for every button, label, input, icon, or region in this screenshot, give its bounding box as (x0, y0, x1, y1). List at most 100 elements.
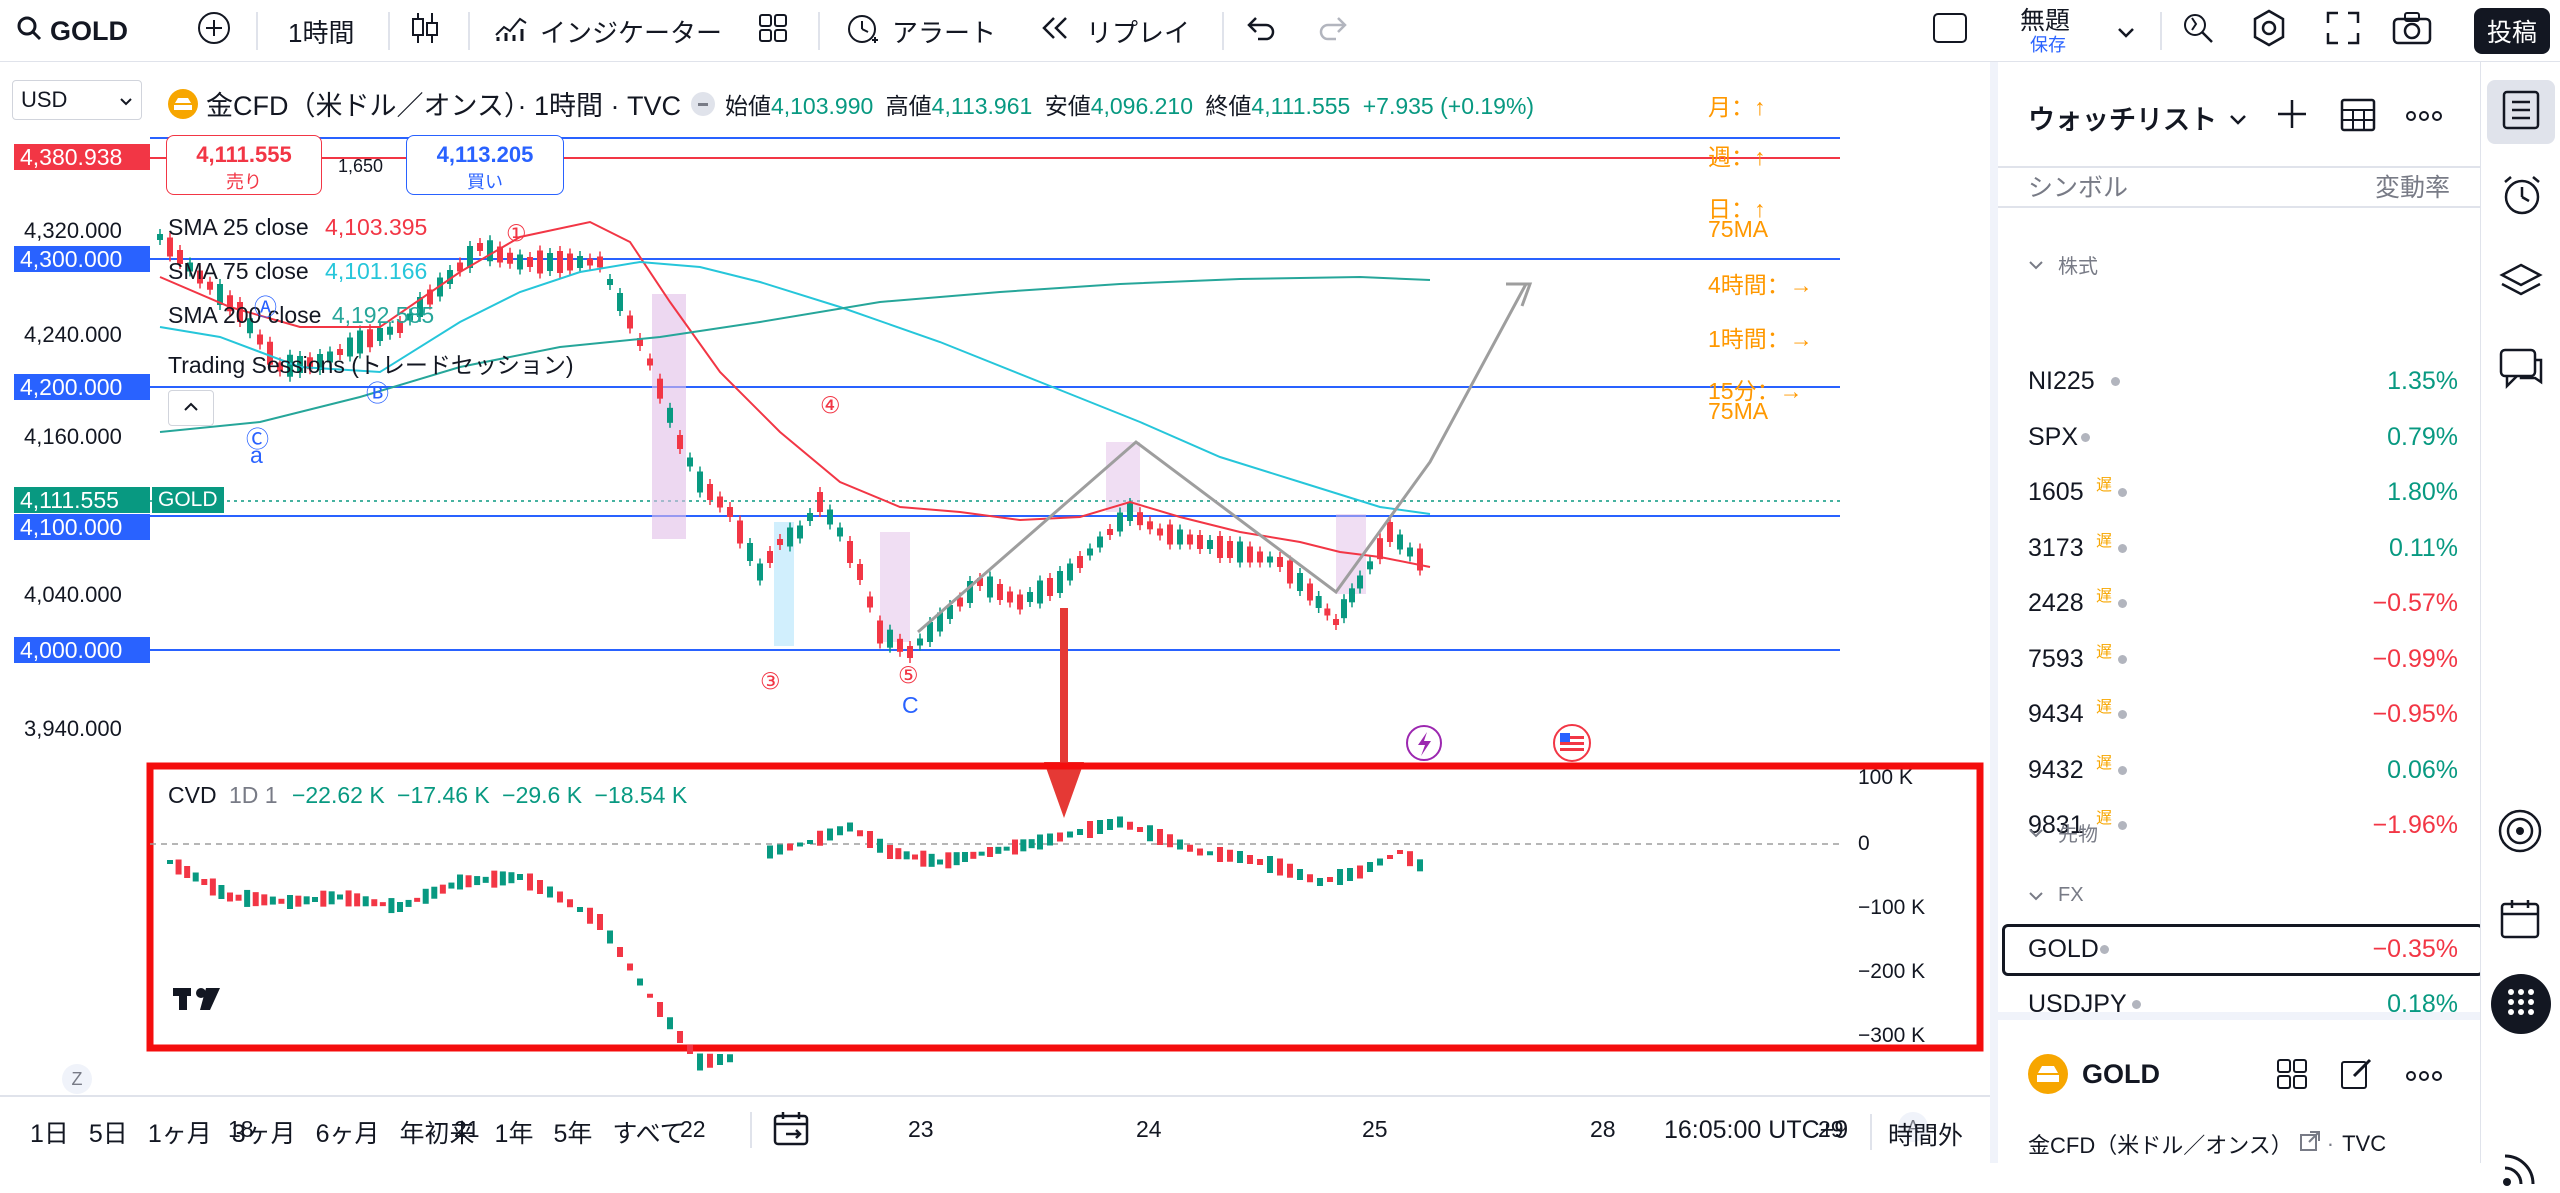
currency-select[interactable]: USD (12, 80, 142, 120)
range-1m[interactable]: 1ヶ月 (147, 1120, 212, 1148)
stream-button[interactable] (2501, 1148, 2541, 1193)
watchlist-row-gold[interactable]: GOLD −0.35% (1998, 922, 2488, 977)
chart-pane[interactable]: USD 金CFD（米ドル／オンス）· 1時間 · TVC 始値4,103.990… (0, 62, 1990, 1163)
price-badge-4380[interactable]: 4,380.938 (14, 144, 150, 170)
sma25-legend[interactable]: SMA 25 close 4,103.395 (168, 214, 427, 241)
watchlist-row-7593[interactable]: 7593 遅 −0.99% (1998, 632, 2488, 687)
price-badge-last[interactable]: 4,111.555 (14, 487, 150, 513)
range-3m[interactable]: 3ヶ月 (231, 1120, 296, 1148)
snapshot-button[interactable] (2392, 0, 2432, 62)
redo-button[interactable] (1318, 0, 1348, 62)
object-tree-button[interactable] (2499, 262, 2543, 307)
detail-more-button[interactable] (2406, 1068, 2442, 1086)
sma75-legend[interactable]: SMA 75 close 4,101.166 (168, 258, 427, 285)
sell-button[interactable]: 4,111.555 売り (166, 135, 322, 195)
chat-button[interactable] (2499, 348, 2543, 395)
symbol-search-button[interactable]: GOLD (16, 0, 128, 62)
wave-label-3[interactable]: ③ (760, 668, 781, 694)
settings-button[interactable] (2250, 0, 2288, 62)
signals-button[interactable] (2497, 808, 2543, 859)
replay-button[interactable]: リプレイ (1040, 0, 1190, 62)
range-1d[interactable]: 1日 (30, 1120, 69, 1148)
watchlist-tab-button[interactable] (2487, 80, 2555, 144)
watchlist-row-9432[interactable]: 9432 遅 0.06% (1998, 743, 2488, 798)
buy-button[interactable]: 4,113.205 買い (406, 135, 564, 195)
watchlist-row-3173[interactable]: 3173 遅 0.11% (1998, 521, 2488, 576)
wave-label-c[interactable]: Ⓒ (246, 426, 269, 452)
sma200-legend[interactable]: SMA 200 close 4,192.585 (168, 302, 434, 329)
sessions-legend[interactable]: Trading Sessions (トレードセッション) (168, 352, 574, 378)
range-6m[interactable]: 6ヶ月 (315, 1120, 380, 1148)
detail-grid-button[interactable] (2276, 1058, 2308, 1095)
col-change-header[interactable]: 変動率 (2374, 174, 2450, 202)
apps-button[interactable] (2491, 974, 2551, 1034)
watchlist-row-ni225[interactable]: NI225 1.35% (1998, 354, 2488, 409)
note-day-ma[interactable]: 75MA (1708, 216, 1769, 242)
symbol-legend[interactable]: 金CFD（米ドル／オンス）· 1時間 · TVC 始値4,103.990 高値4… (168, 84, 1534, 123)
wave-label-4[interactable]: ④ (820, 392, 841, 418)
compare-button[interactable] (196, 0, 232, 62)
price-badge-4100[interactable]: 4,100.000 (14, 514, 150, 540)
range-5y[interactable]: 5年 (553, 1120, 593, 1148)
watchlist-more-button[interactable] (2406, 108, 2442, 126)
wave-label-5[interactable]: ⑤ (898, 662, 919, 688)
watchlist-row-9434[interactable]: 9434 遅 −0.95% (1998, 687, 2488, 742)
interval-button[interactable]: 1時間 (288, 17, 355, 48)
watchlist-title-button[interactable]: ウォッチリスト (2028, 98, 2247, 137)
section-fx[interactable]: FX (2028, 884, 2084, 907)
clock-time[interactable]: 16:05:00 UTC+9 (1664, 1116, 1849, 1144)
cvd-legend[interactable]: CVD 1D 1 −22.62 K −17.46 K −29.6 K −18.5… (168, 782, 687, 809)
publish-button[interactable]: 投稿 (2474, 8, 2550, 54)
watchlist-row-usdjpy[interactable]: USDJPY 0.18% (1998, 977, 2488, 1032)
detail-edit-button[interactable] (2340, 1056, 2374, 1095)
note-day[interactable]: 日：↑ (1708, 196, 1766, 222)
price-badge-4000[interactable]: 4,000.000 (14, 637, 150, 663)
layout-name-button[interactable]: 無題 保存 (2020, 0, 2070, 62)
collapse-legend-button[interactable] (168, 390, 214, 426)
session-status[interactable]: 時間外 (1888, 1122, 1964, 1150)
section-futures[interactable]: 先物 (2028, 818, 2098, 847)
watchlist-row-2428[interactable]: 2428 遅 −0.57% (1998, 576, 2488, 631)
detail-symbol[interactable]: GOLD (2028, 1054, 2160, 1094)
watchlist-row-1605[interactable]: 1605 遅 1.80% (1998, 465, 2488, 520)
calendar-button[interactable] (2499, 898, 2541, 945)
alerts-tab-button[interactable] (2501, 174, 2543, 221)
layout-menu-chevron[interactable] (2116, 0, 2136, 62)
zoom-button[interactable]: Z (62, 1064, 92, 1094)
note-1h[interactable]: 1時間：→ (1708, 326, 1813, 352)
legend-collapse-dot[interactable] (690, 91, 715, 116)
sma75-line[interactable] (159, 260, 1431, 515)
price-badge-4300[interactable]: 4,300.000 (14, 246, 150, 272)
range-5d[interactable]: 5日 (88, 1120, 128, 1148)
note-week[interactable]: 週：↑ (1708, 144, 1766, 170)
range-all[interactable]: すべて (612, 1120, 685, 1148)
fullscreen-button[interactable] (2326, 0, 2360, 62)
external-link-icon[interactable] (2299, 1130, 2321, 1158)
advanced-view-button[interactable] (2340, 98, 2376, 137)
layout-toggle-button[interactable] (1932, 0, 1968, 62)
quick-search-button[interactable] (2180, 0, 2216, 62)
auto-scale-button[interactable]: A (1898, 1112, 1928, 1142)
goto-date-button[interactable] (772, 1110, 812, 1153)
alert-button[interactable]: アラート (844, 0, 996, 62)
wave-label-a[interactable]: a (250, 442, 263, 468)
pattern-drawing[interactable] (917, 283, 1528, 634)
templates-button[interactable] (758, 0, 788, 62)
range-1y[interactable]: 1年 (494, 1120, 534, 1148)
wave-label-A[interactable]: Ⓐ (254, 294, 277, 320)
section-stocks[interactable]: 株式 (2028, 250, 2098, 279)
price-badge-4200[interactable]: 4,200.000 (14, 374, 150, 400)
undo-button[interactable] (1246, 0, 1276, 62)
note-4h[interactable]: 4時間：→ (1708, 272, 1813, 298)
col-symbol-header[interactable]: シンボル (2028, 174, 2129, 202)
indicators-button[interactable]: インジケーター (494, 0, 722, 62)
add-symbol-button[interactable] (2276, 98, 2308, 135)
wave-label-1[interactable]: ① (506, 220, 527, 246)
wave-label-B[interactable]: Ⓑ (366, 380, 389, 406)
chart-type-button[interactable] (410, 0, 440, 62)
wave-label-C[interactable]: C (902, 692, 919, 718)
note-15m[interactable]: 15分：→ (1708, 378, 1803, 404)
note-15m-ma[interactable]: 75MA (1708, 398, 1769, 424)
watchlist-row-spx[interactable]: SPX 0.79% (1998, 410, 2488, 465)
note-month[interactable]: 月：↑ (1708, 94, 1766, 120)
